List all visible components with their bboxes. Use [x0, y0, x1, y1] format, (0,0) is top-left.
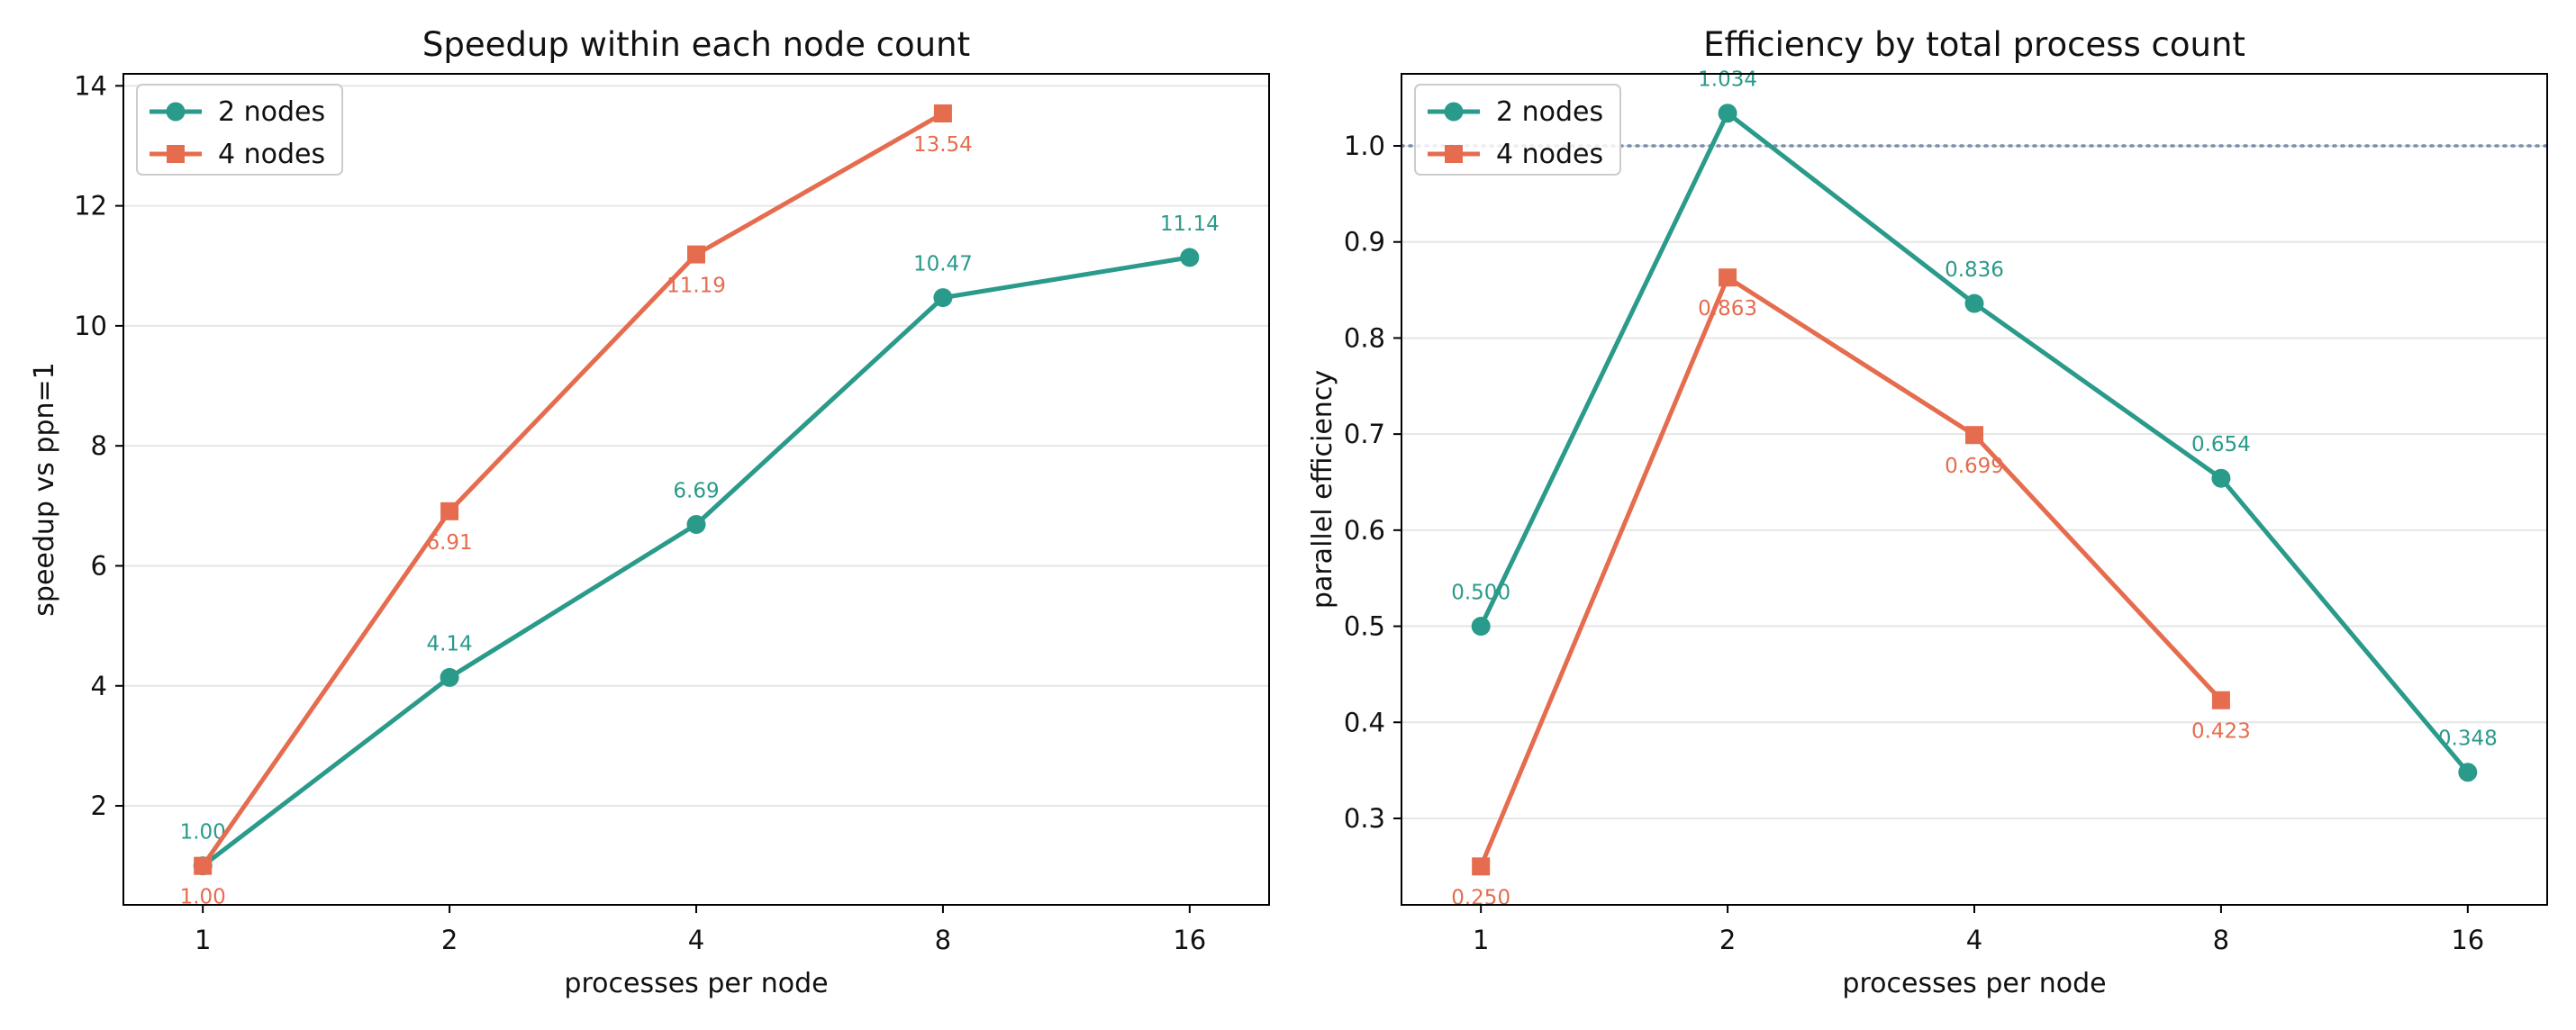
x-tick-label: 1: [195, 925, 211, 955]
data-point: [1472, 857, 1491, 876]
data-label: 11.19: [667, 275, 726, 298]
data-point: [1718, 104, 1737, 123]
data-point: [1471, 617, 1491, 637]
data-label: 4.14: [426, 632, 472, 655]
data-point: [440, 501, 459, 520]
chart-title: Speedup within each node count: [422, 25, 970, 64]
data-point: [2458, 763, 2478, 782]
data-point: [1719, 268, 1737, 287]
data-label: 0.836: [1945, 258, 2004, 282]
data-point: [1965, 426, 1983, 445]
x-tick-label: 2: [441, 925, 458, 955]
x-tick-label: 2: [1719, 925, 1736, 955]
x-tick-label: 1: [1473, 925, 1489, 955]
data-point: [440, 667, 459, 687]
data-point: [2211, 468, 2231, 488]
series-1: 0.500 1.034 0.836 0.654 0.348: [1451, 68, 2498, 782]
y-axis-label: speedup vs ppn=1: [29, 362, 60, 616]
series-line: [201, 111, 945, 868]
data-point: [933, 288, 953, 308]
data-point: [686, 514, 706, 534]
legend-label: 4 nodes: [218, 139, 325, 170]
data-label: 0.699: [1945, 455, 2004, 478]
axes-frame: [1401, 73, 2548, 906]
y-tick-label: 0.4: [1344, 707, 1385, 737]
data-label: 13.54: [913, 133, 973, 157]
data-label: 1.034: [1698, 68, 1757, 92]
y-tick-label: 0.8: [1344, 322, 1385, 353]
legend-marker: [1444, 102, 1464, 122]
data-label: 0.348: [2438, 727, 2498, 751]
y-tick-label: 14: [74, 70, 107, 101]
legend-label: 4 nodes: [1496, 139, 1603, 170]
data-label: 6.69: [673, 479, 719, 502]
legend: 2 nodes 4 nodes: [1414, 84, 1621, 176]
legend: 2 nodes 4 nodes: [136, 84, 343, 176]
data-point: [2211, 691, 2230, 709]
y-tick-label: 10: [74, 311, 107, 341]
x-axis-label: processes per node: [1842, 968, 2106, 999]
data-label: 10.47: [913, 253, 973, 276]
data-label: 11.14: [1160, 212, 1220, 236]
data-point: [1964, 294, 1984, 313]
x-tick-label: 4: [688, 925, 704, 955]
x-tick-label: 16: [2451, 925, 2484, 955]
data-point: [1180, 248, 1200, 267]
data-label: 0.500: [1451, 582, 1510, 605]
data-label: 0.863: [1698, 297, 1757, 321]
y-tick-label: 4: [91, 671, 107, 701]
y-tick-label: 0.7: [1344, 419, 1385, 449]
data-label: 6.91: [426, 531, 472, 555]
legend-marker: [167, 145, 185, 163]
series-line: [201, 255, 1191, 868]
chart-panel-2: 0.5001.0340.8360.6540.3480.2500.8630.699…: [1307, 25, 2549, 999]
data-label: 0.423: [2191, 720, 2251, 744]
y-tick-label: 6: [91, 550, 107, 581]
series-line: [1478, 275, 2223, 868]
y-tick-label: 1.0: [1344, 131, 1385, 161]
y-tick-label: 0.6: [1344, 515, 1385, 546]
x-axis-label: processes per node: [564, 968, 828, 999]
y-tick-label: 0.3: [1344, 803, 1385, 834]
data-point: [687, 245, 705, 264]
y-tick-label: 2: [91, 791, 107, 821]
chart-panel-1: 1.004.146.6910.4711.141.006.9111.1913.54…: [29, 25, 1270, 999]
y-tick-label: 0.9: [1344, 227, 1385, 258]
data-label: 0.654: [2191, 433, 2251, 456]
y-tick-label: 12: [74, 191, 107, 221]
data-point: [194, 856, 213, 875]
legend-label: 2 nodes: [1496, 96, 1603, 128]
data-point: [933, 104, 952, 122]
x-tick-label: 16: [1173, 925, 1206, 955]
x-tick-label: 8: [935, 925, 951, 955]
legend-label: 2 nodes: [218, 96, 325, 128]
y-tick-label: 0.5: [1344, 611, 1385, 642]
legend-marker: [166, 102, 186, 122]
y-axis-label: parallel efficiency: [1307, 370, 1338, 609]
x-tick-label: 8: [2213, 925, 2229, 955]
chart-title: Efficiency by total process count: [1703, 25, 2245, 64]
y-tick-label: 8: [91, 430, 107, 461]
x-tick-label: 4: [1966, 925, 1982, 955]
legend-marker: [1445, 145, 1463, 163]
